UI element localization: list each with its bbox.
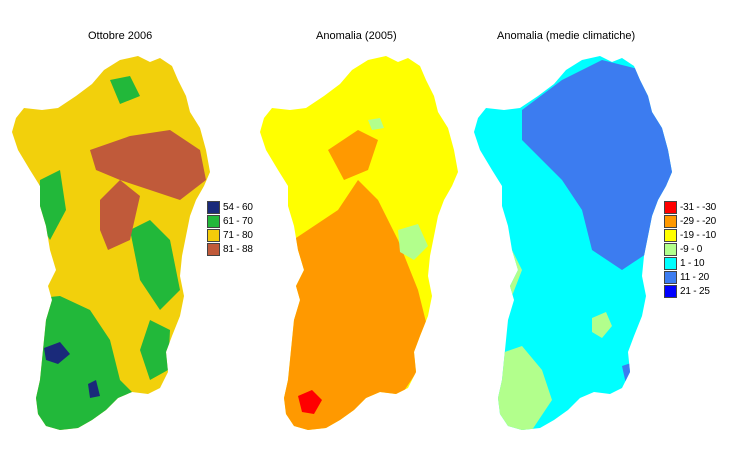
region-light-green	[592, 312, 612, 338]
legend-item: 1 - 10	[664, 256, 716, 270]
legend-item: -29 - -20	[664, 214, 716, 228]
map-title-october-2006: Ottobre 2006	[88, 30, 153, 42]
region-81-88	[90, 130, 206, 200]
legend-swatch	[664, 242, 677, 256]
legend-swatch	[207, 214, 220, 228]
region-red	[298, 390, 322, 414]
legend-label: 54 - 60	[223, 201, 253, 213]
legend-item: -19 - -10	[664, 228, 716, 242]
legend-swatch	[664, 270, 677, 284]
region-81-88	[100, 180, 140, 250]
legend-item: 61 - 70	[207, 214, 253, 228]
legend-item: 81 - 88	[207, 242, 253, 256]
map-anomaly-2005	[260, 56, 458, 430]
legend-item: -31 - -30	[664, 200, 716, 214]
region-54-60	[44, 342, 70, 364]
region-61-70	[130, 220, 180, 310]
legend-swatch	[207, 228, 220, 242]
region-61-70	[110, 76, 140, 104]
legend-swatch	[664, 284, 677, 298]
legend-swatch	[207, 242, 220, 256]
legend-october-2006: 54 - 60 61 - 70 71 - 80 81 - 88	[207, 200, 253, 256]
legend-label: 71 - 80	[223, 229, 253, 241]
map-october-2006	[12, 56, 210, 430]
legend-item: 21 - 25	[664, 284, 716, 298]
legend-swatch	[664, 214, 677, 228]
legend-label: -9 - 0	[680, 243, 703, 255]
legend-label: 1 - 10	[680, 257, 705, 269]
region-54-60	[88, 380, 100, 398]
legend-item: 54 - 60	[207, 200, 253, 214]
region-orange	[328, 130, 378, 180]
legend-swatch	[664, 228, 677, 242]
legend-swatch	[664, 256, 677, 270]
legend-label: 21 - 25	[680, 285, 710, 297]
map-anomaly-climate-means	[474, 56, 672, 430]
legend-label: 61 - 70	[223, 215, 253, 227]
region-61-70	[20, 296, 140, 430]
legend-anomaly: -31 - -30 -29 - -20 -19 - -10 -9 - 0 1 -…	[664, 200, 716, 298]
legend-swatch	[207, 200, 220, 214]
map-title-anomaly-2005: Anomalia (2005)	[316, 30, 397, 42]
legend-label: -29 - -20	[680, 215, 716, 227]
legend-swatch	[664, 200, 677, 214]
legend-item: -9 - 0	[664, 242, 716, 256]
region-light-green	[368, 118, 384, 130]
legend-label: -19 - -10	[680, 229, 716, 241]
region-orange	[268, 180, 428, 430]
region-61-70	[140, 320, 170, 380]
legend-item: 11 - 20	[664, 270, 716, 284]
region-61-70	[38, 170, 66, 240]
legend-label: 11 - 20	[680, 271, 709, 283]
legend-item: 71 - 80	[207, 228, 253, 242]
region-light-green	[398, 224, 428, 260]
legend-label: -31 - -30	[680, 201, 716, 213]
map-title-anomaly-climate-means: Anomalia (medie climatiche)	[497, 30, 636, 42]
region-11-20	[522, 60, 672, 270]
legend-label: 81 - 88	[223, 243, 253, 255]
